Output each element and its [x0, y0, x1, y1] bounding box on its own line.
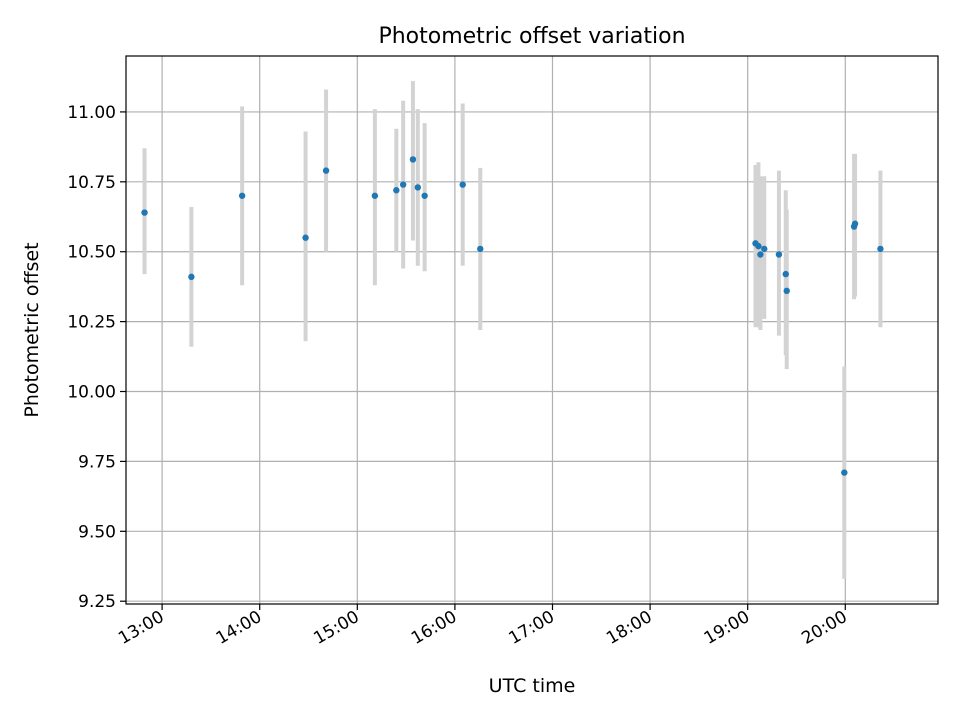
data-point [238, 192, 246, 199]
y-axis-label: Photometric offset [21, 242, 43, 417]
data-point [371, 192, 379, 199]
y-axis-ticks: 9.25 9.50 9.75 10.00 10.25 10.50 10.75 11.00 [67, 103, 126, 612]
chart-title: Photometric offset variation [378, 24, 685, 49]
data-point [409, 156, 417, 163]
y-tick-label: 9.50 [78, 522, 116, 542]
data-point [775, 251, 783, 258]
data-points [141, 156, 884, 476]
data-point [141, 209, 148, 216]
data-point [188, 273, 195, 281]
grid-lines [126, 56, 938, 604]
data-point [414, 184, 422, 191]
y-tick-label: 10.50 [67, 243, 116, 263]
data-point [761, 245, 768, 253]
data-point [322, 167, 330, 174]
y-tick-label: 10.25 [67, 313, 116, 333]
y-tick-label: 11.00 [67, 103, 116, 123]
x-axis-label: UTC time [489, 675, 576, 697]
data-point [783, 287, 790, 295]
data-point [393, 187, 400, 194]
data-point [399, 181, 407, 188]
data-point [302, 234, 309, 241]
data-point [459, 181, 466, 188]
data-point [757, 251, 764, 258]
plot-area [126, 56, 938, 604]
data-point [782, 270, 789, 278]
data-point [851, 220, 859, 227]
data-point [755, 242, 762, 250]
y-tick-label: 10.75 [67, 173, 116, 193]
data-point [877, 245, 884, 253]
data-point [421, 192, 428, 199]
y-tick-label: 9.25 [78, 592, 116, 612]
plot-frame [125, 55, 939, 605]
data-point [477, 245, 484, 253]
y-tick-label: 10.00 [67, 383, 116, 403]
y-tick-label: 9.75 [78, 452, 116, 472]
data-point [841, 469, 848, 476]
